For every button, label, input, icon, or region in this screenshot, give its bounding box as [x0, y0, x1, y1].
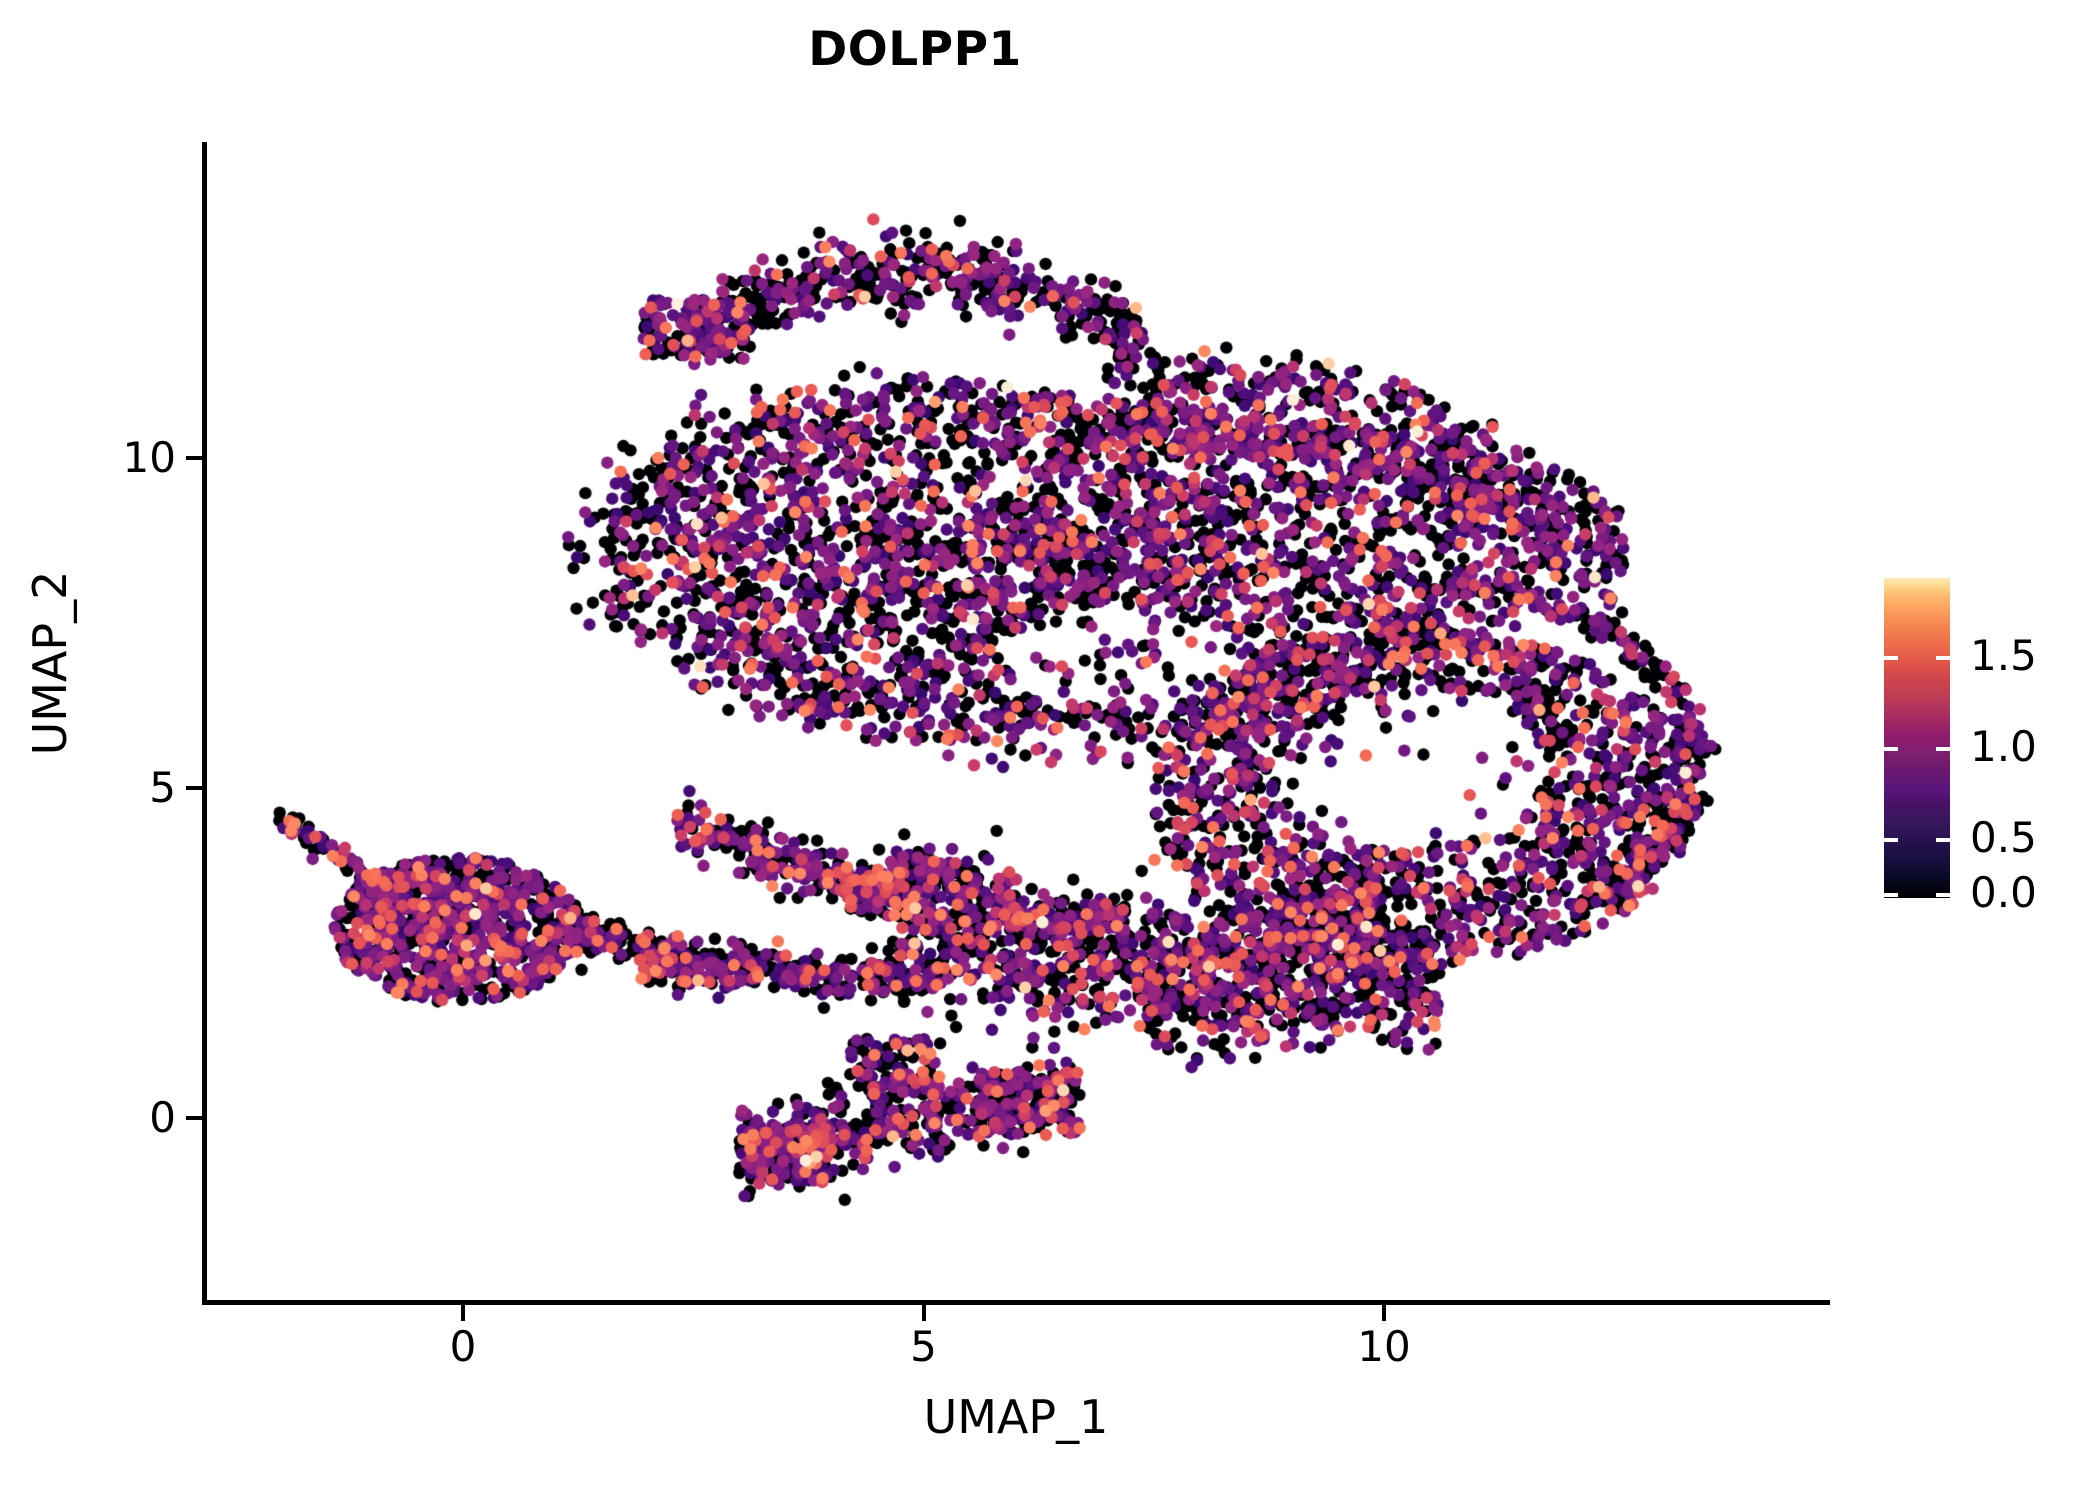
colorbar-label-0-0: 0.0	[1970, 868, 2037, 917]
x-axis-label: UMAP_1	[923, 1390, 1109, 1444]
colorbar-tick-0-0-left	[1884, 893, 1898, 897]
colorbar-label-1-0: 1.0	[1970, 722, 2037, 771]
colorbar-tick-0-5-left	[1884, 838, 1898, 842]
colorbar-gradient	[1884, 578, 1950, 898]
x-tick-label: 0	[449, 1322, 477, 1371]
y-tick-mark	[186, 1116, 202, 1120]
colorbar-label-0-5: 0.5	[1970, 813, 2037, 862]
colorbar-tick-1-0-right	[1936, 747, 1950, 751]
y-tick-mark	[186, 456, 202, 460]
x-tick-mark	[921, 1305, 926, 1321]
colorbar-tick-0-5-right	[1936, 838, 1950, 842]
x-axis-line	[202, 1300, 1830, 1305]
scatter-plot-canvas	[205, 142, 1830, 1302]
colorbar-tick-1-0-left	[1884, 747, 1898, 751]
page-title: DOLPP1	[808, 22, 1022, 77]
x-tick-label: 10	[1357, 1322, 1411, 1371]
x-tick-mark	[461, 1305, 465, 1321]
y-axis-label: UMAP_2	[23, 570, 77, 756]
y-tick-mark	[186, 786, 202, 790]
x-tick-label: 5	[910, 1322, 937, 1371]
x-tick-mark	[1382, 1305, 1386, 1321]
colorbar-label-1-5: 1.5	[1970, 631, 2037, 680]
y-tick-label: 10	[122, 433, 176, 482]
colorbar-tick-1-5-right	[1936, 656, 1950, 660]
plot-panel	[205, 142, 1830, 1302]
y-axis-line	[202, 142, 207, 1305]
y-tick-label: 5	[149, 763, 176, 812]
colorbar-tick-1-5-left	[1884, 656, 1898, 660]
y-tick-label: 0	[149, 1093, 176, 1142]
colorbar-tick-0-0-right	[1936, 893, 1950, 897]
